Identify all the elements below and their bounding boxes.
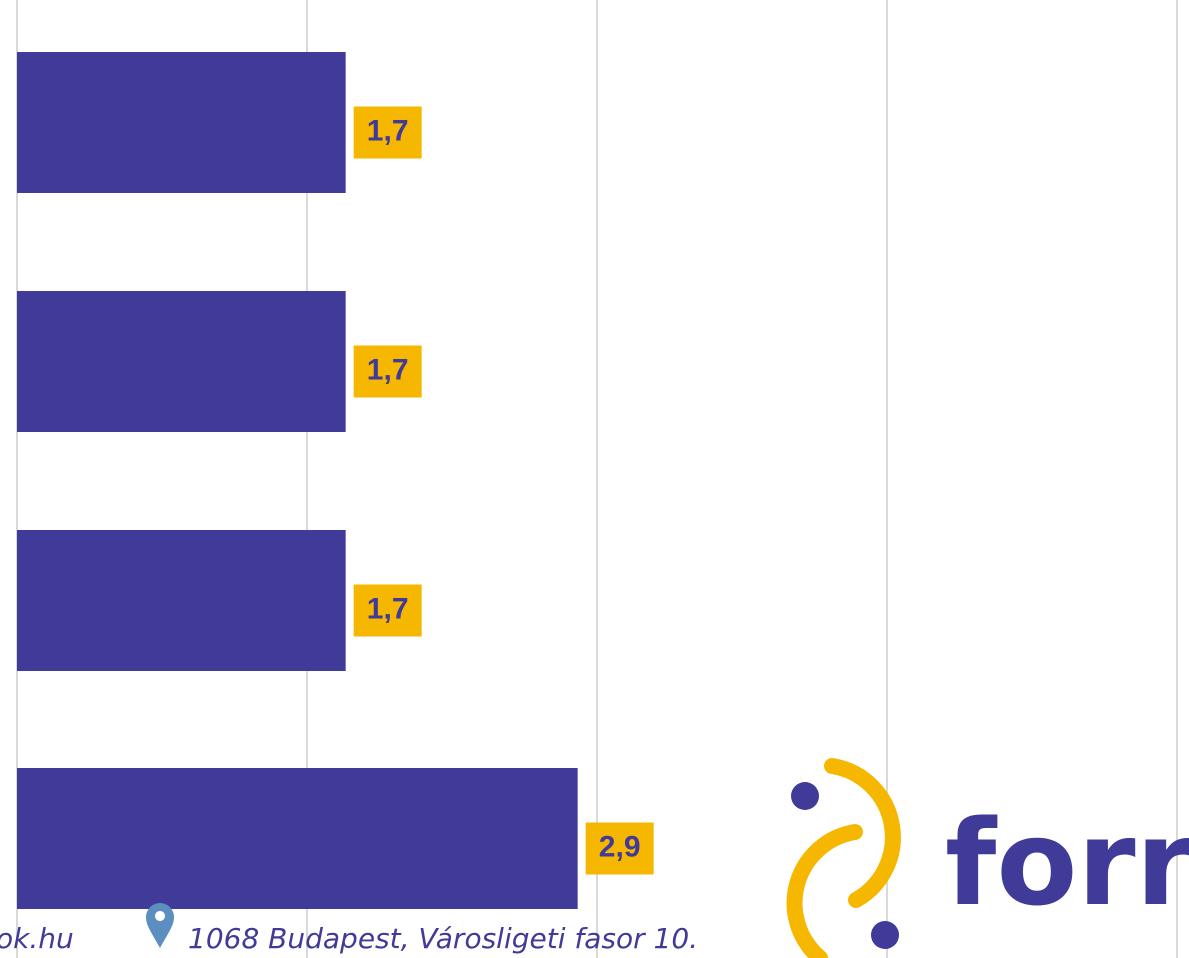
website: ok.hu — [0, 922, 74, 955]
bar — [17, 768, 578, 909]
value-label: 2,9 — [599, 830, 641, 863]
value-label-box — [585, 822, 654, 875]
bar — [17, 291, 346, 432]
value-label: 1,7 — [367, 353, 409, 386]
logo-text: forrá — [945, 794, 1189, 932]
logo: forrá — [786, 758, 1189, 958]
value-label: 1,7 — [367, 114, 409, 147]
pin-icon — [146, 903, 174, 948]
bar — [17, 52, 346, 193]
address: 1068 Budapest, Városligeti fasor 10. — [188, 922, 698, 955]
value-label-box — [353, 106, 422, 159]
bar — [17, 530, 346, 671]
value-label: 1,7 — [367, 592, 409, 625]
value-label-box — [353, 584, 422, 637]
value-label-box — [353, 345, 422, 398]
bars: 1,7 1,7 1,7 2,9 — [17, 52, 654, 909]
